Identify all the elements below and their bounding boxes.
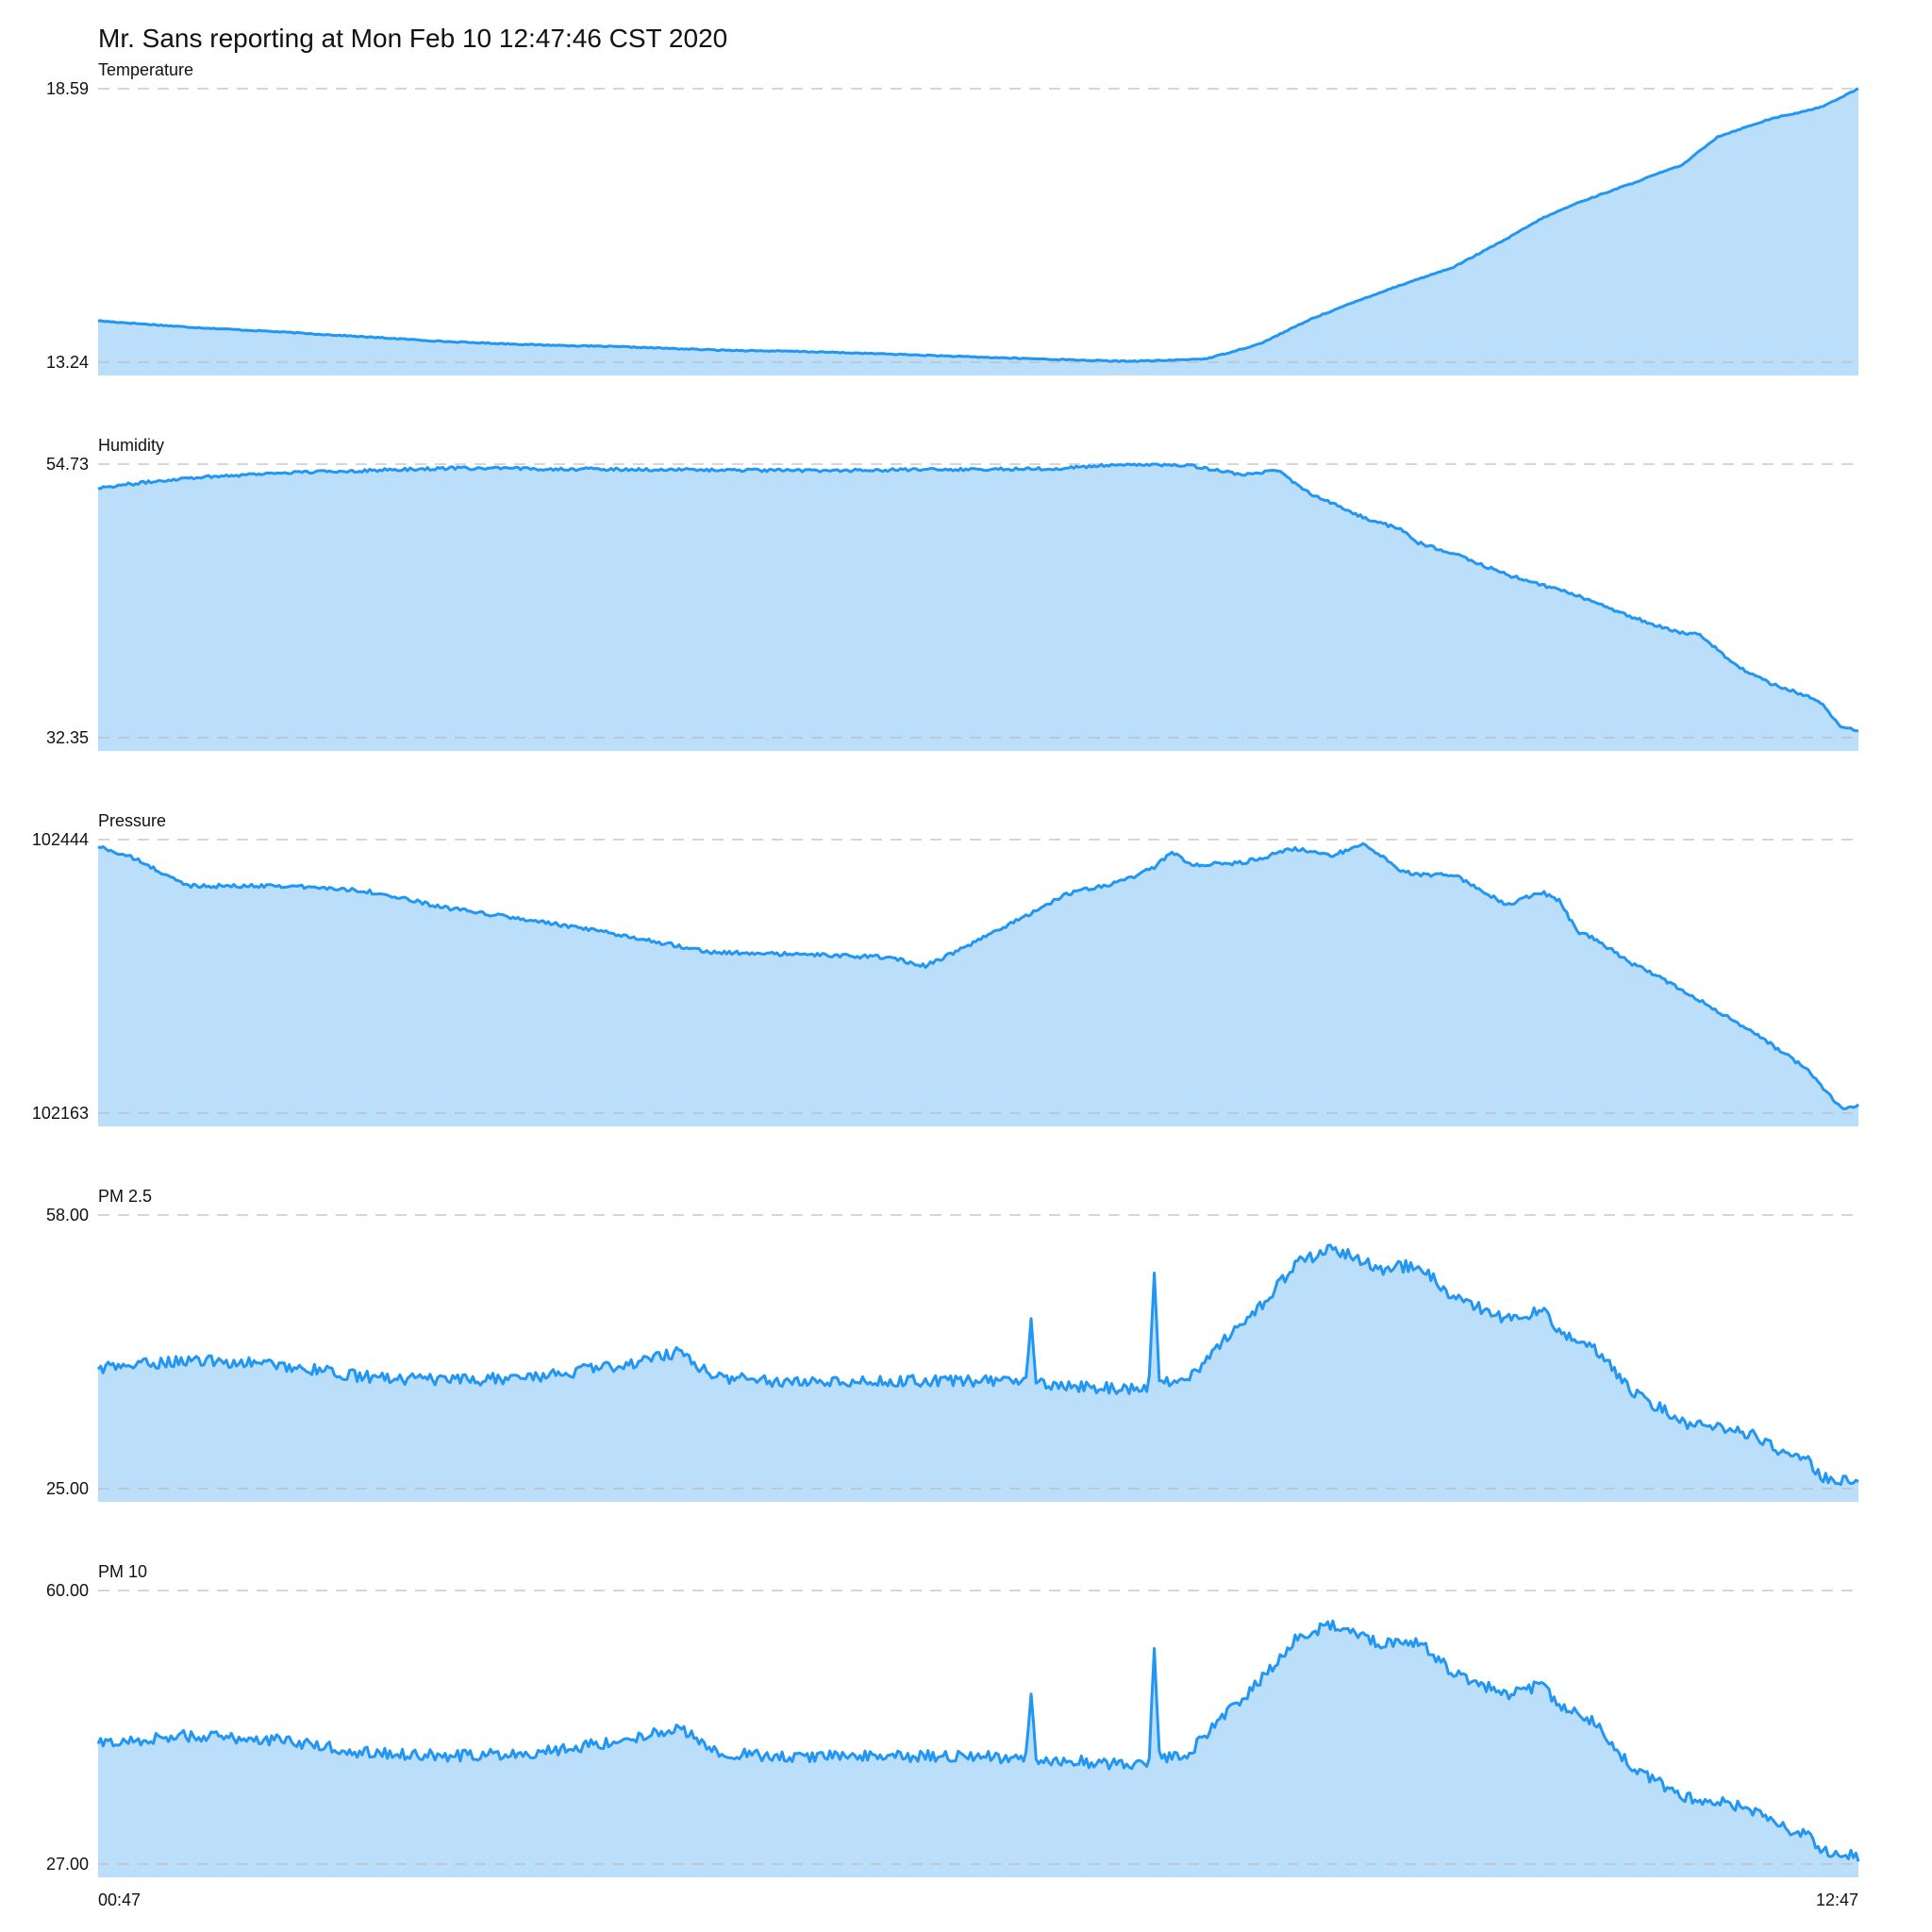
chart-title: Mr. Sans reporting at Mon Feb 10 12:47:4… bbox=[98, 24, 727, 53]
pm-10-y-tick-max: 60.00 bbox=[46, 1581, 89, 1600]
humidity-y-tick-max: 54.73 bbox=[46, 455, 89, 474]
humidity-area bbox=[98, 464, 1858, 751]
pm-2-5-panel-title: PM 2.5 bbox=[98, 1187, 152, 1206]
humidity-series-line bbox=[97, 462, 1859, 733]
pressure-y-tick-min: 102163 bbox=[32, 1104, 89, 1123]
humidity-y-tick-min: 32.35 bbox=[46, 728, 89, 747]
chart-panels: Temperature 18.59 13.24 Humidity 54.73 32.35 P… bbox=[32, 60, 1860, 1877]
pm-2-5-series-line bbox=[96, 1243, 1859, 1487]
x-tick-start: 00:47 bbox=[98, 1890, 141, 1909]
pm-10-area bbox=[98, 1621, 1858, 1877]
pm-10-panel-title: PM 10 bbox=[98, 1562, 147, 1581]
pressure-panel-title: Pressure bbox=[98, 811, 166, 830]
pressure-y-tick-max: 102444 bbox=[32, 830, 89, 849]
temperature-y-tick-min: 13.24 bbox=[46, 353, 89, 372]
temperature-panel-title: Temperature bbox=[98, 60, 193, 79]
humidity-panel-title: Humidity bbox=[98, 436, 164, 455]
pm-10-series-line bbox=[96, 1619, 1860, 1862]
temperature-series-line bbox=[97, 87, 1859, 363]
pm-2-5-y-tick-min: 25.00 bbox=[46, 1479, 89, 1498]
pressure-area bbox=[98, 843, 1858, 1126]
x-tick-end: 12:47 bbox=[1816, 1890, 1858, 1909]
temperature-area bbox=[98, 89, 1858, 375]
pm-2-5-area bbox=[98, 1244, 1858, 1502]
pm-2-5-y-tick-max: 58.00 bbox=[46, 1206, 89, 1224]
pressure-series-line bbox=[97, 841, 1859, 1110]
temperature-y-tick-max: 18.59 bbox=[46, 79, 89, 98]
pm-10-y-tick-min: 27.00 bbox=[46, 1855, 89, 1874]
